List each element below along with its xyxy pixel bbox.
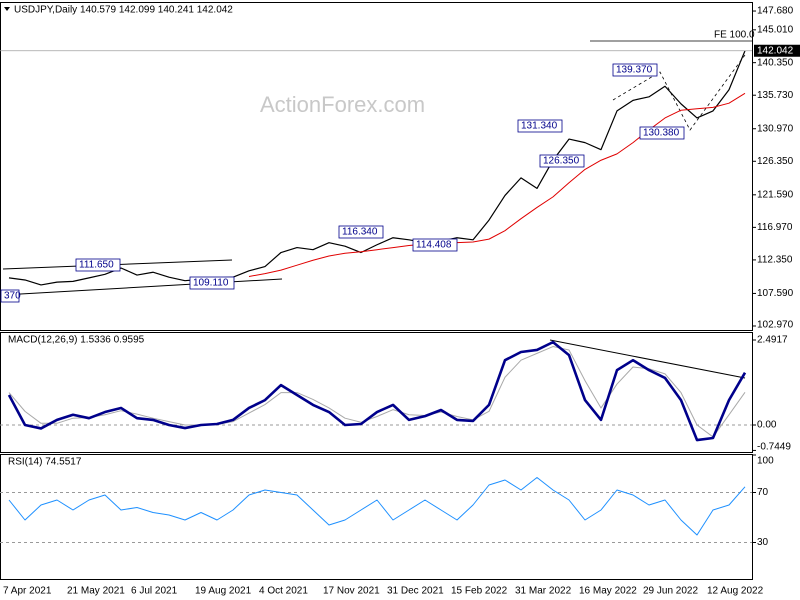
panel-title: MACD(12,26,9) 1.5336 0.9595 (8, 335, 145, 346)
y-tick-label: 130.970 (757, 123, 794, 134)
x-tick-label: 16 May 2022 (579, 586, 637, 597)
x-tick-label: 17 Nov 2021 (323, 586, 380, 597)
x-tick-label: 6 Jul 2021 (131, 586, 178, 597)
y-tick-label: 121.590 (757, 189, 794, 200)
annotation-label: 111.650 (79, 260, 114, 271)
panel-title: RSI(14) 74.5517 (8, 457, 82, 468)
last-price-box (754, 44, 800, 57)
annotation-box (338, 225, 384, 239)
menu-icon (4, 7, 10, 11)
annotation-box (517, 119, 563, 133)
x-tick-label: 15 Feb 2022 (451, 586, 508, 597)
series-line (8, 346, 746, 438)
series-line (8, 50, 746, 286)
annotation-box (412, 238, 458, 252)
y-tick-label: 126.350 (757, 156, 794, 167)
x-tick-label: 21 May 2021 (67, 586, 125, 597)
series-line (8, 477, 746, 536)
x-tick-label: 12 Aug 2022 (707, 586, 764, 597)
y-tick-label: 30 (757, 537, 769, 548)
last-price-label: 142.042 (757, 45, 794, 56)
y-tick-label: 140.350 (757, 57, 794, 68)
trend-line (2, 278, 283, 296)
watermark: ActionForex.com (260, 92, 425, 117)
y-tick-label: 102.970 (757, 320, 794, 331)
annotation-label: 370 (4, 291, 21, 302)
y-tick-label: 135.730 (757, 90, 794, 101)
y-tick-label: 116.970 (757, 222, 793, 233)
y-tick-label: -0.7449 (757, 442, 791, 453)
y-tick-label: 70 (757, 487, 769, 498)
y-tick-label: 145.010 (757, 24, 794, 35)
annotation-box (539, 154, 585, 168)
annotation-label: 114.408 (416, 240, 452, 251)
annotation-box (639, 126, 685, 140)
y-tick-label: 112.350 (757, 255, 793, 266)
y-tick-label: 107.590 (757, 288, 794, 299)
series-line (7, 340, 747, 442)
annotation-label: 109.110 (193, 278, 229, 289)
x-tick-label: 29 Jun 2022 (643, 586, 698, 597)
panel-title: USDJPY,Daily 140.579 142.099 140.241 142… (14, 5, 233, 16)
macd-panel-frame (0, 332, 753, 453)
annotation-box (189, 276, 235, 290)
series-line (248, 92, 746, 277)
macd-trend-line (549, 339, 746, 379)
annotation-box (75, 258, 121, 272)
annotation-label: 139.370 (616, 65, 653, 76)
x-tick-label: 19 Aug 2021 (195, 586, 252, 597)
x-tick-label: 31 Mar 2022 (515, 586, 572, 597)
annotation-label: 130.380 (643, 128, 680, 139)
x-tick-label: 4 Oct 2021 (259, 586, 308, 597)
y-tick-label: 100 (757, 456, 774, 467)
x-tick-label: 31 Dec 2021 (387, 586, 444, 597)
rsi-panel-frame (0, 454, 753, 580)
price-panel-frame (0, 2, 753, 331)
y-tick-label: 2.4917 (757, 335, 788, 346)
annotation-label: 116.340 (342, 227, 378, 238)
annotation-label: 126.350 (543, 156, 580, 167)
x-tick-label: 7 Apr 2021 (3, 586, 52, 597)
y-tick-label: 147.680 (757, 6, 794, 17)
annotation-box (0, 289, 20, 303)
y-tick-label: 0.00 (757, 420, 777, 431)
annotation-box (612, 63, 658, 77)
annotation-label: 131.340 (521, 121, 558, 132)
fe-label: FE 100.0 (714, 30, 755, 41)
